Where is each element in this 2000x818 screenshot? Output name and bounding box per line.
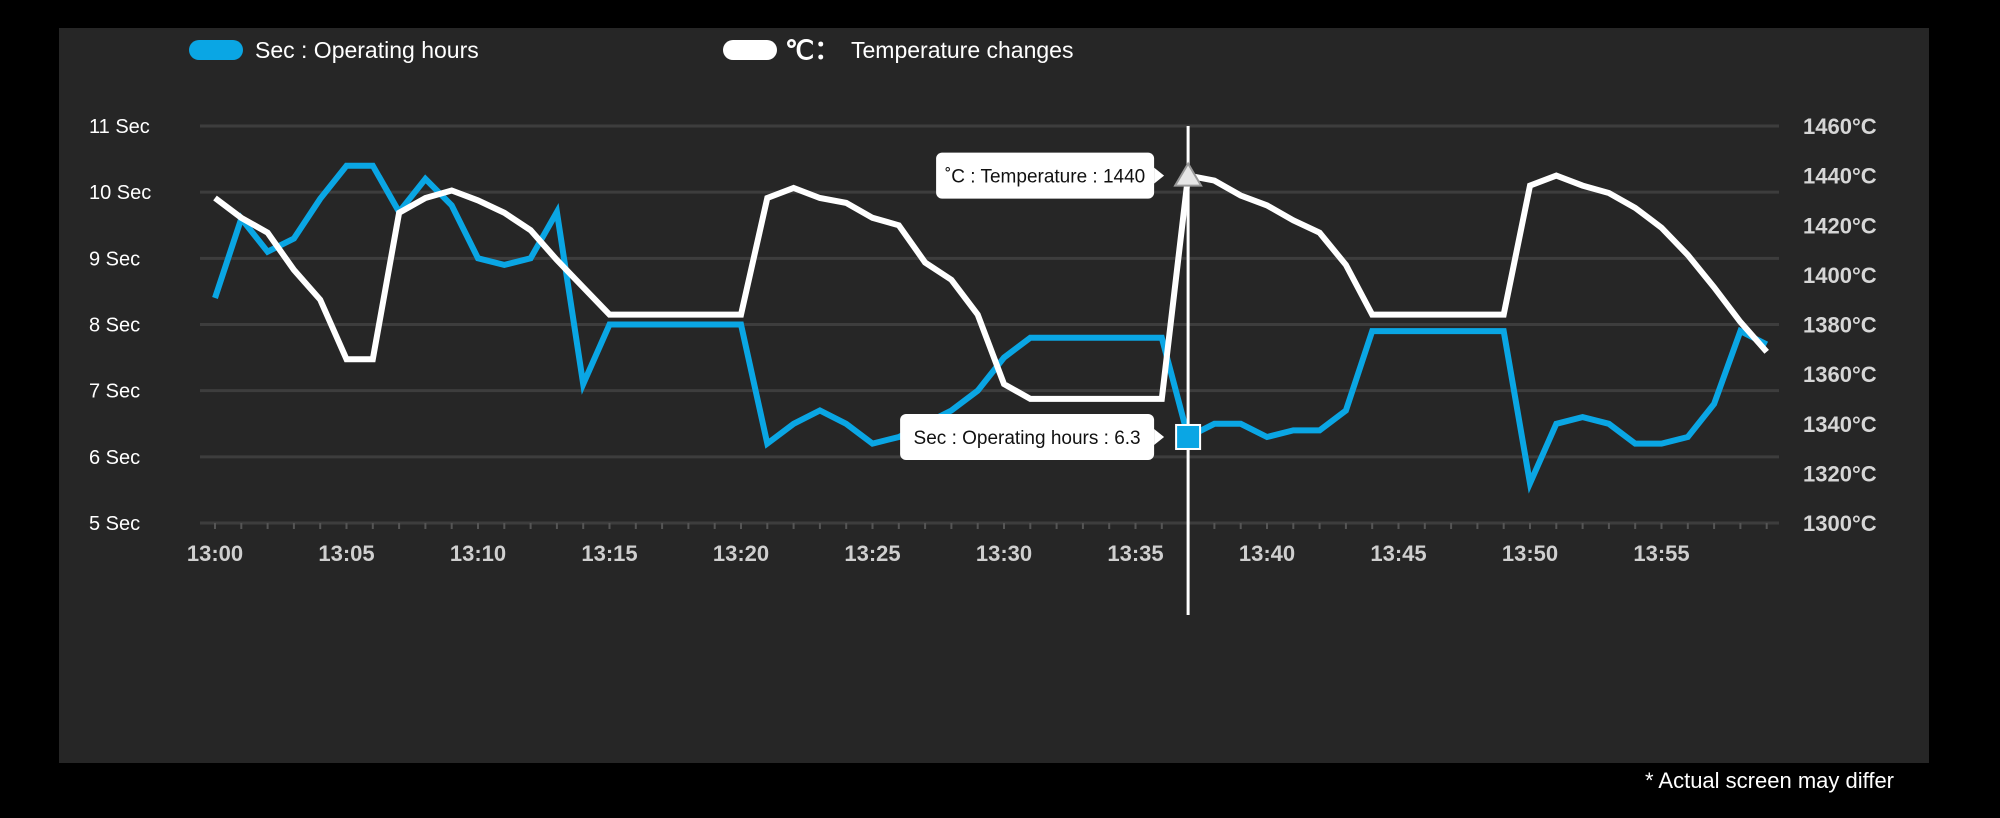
y-left-tick-label: 10 Sec xyxy=(89,182,151,204)
x-tick-label: 13:55 xyxy=(1633,541,1689,566)
y-right-tick-label: 1300°C xyxy=(1803,511,1877,536)
hover-tooltip[interactable]: ˚C : Temperature : 1440 Sec : Operating h… xyxy=(900,126,1203,615)
tooltip-arrow-temperature xyxy=(1154,167,1165,184)
footnote: * Actual screen may differ xyxy=(1644,768,1894,793)
y-left-tick-label: 6 Sec xyxy=(89,447,140,469)
x-tick-label: 13:40 xyxy=(1239,541,1295,566)
legend-swatch-temperature xyxy=(723,40,777,60)
tooltip-arrow-operating xyxy=(1154,428,1165,445)
series-layer xyxy=(212,162,1769,494)
x-tick-label: 13:20 xyxy=(713,541,769,566)
x-tick-label: 13:35 xyxy=(1107,541,1163,566)
x-tick-label: 13:05 xyxy=(318,541,374,566)
y-right-tick-label: 1340°C xyxy=(1803,412,1877,437)
temperature-line xyxy=(213,172,1769,402)
x-tick-label: 13:25 xyxy=(844,541,900,566)
legend-prefix-temperature: ℃： xyxy=(785,35,840,65)
legend-label-temperature: Temperature changes xyxy=(851,37,1073,63)
y-left-tick-label: 8 Sec xyxy=(89,315,140,337)
x-tick-label: 13:00 xyxy=(187,541,243,566)
temperature-marker xyxy=(1173,161,1203,187)
operating-marker xyxy=(1175,423,1202,450)
x-tick-label: 13:50 xyxy=(1502,541,1558,566)
x-tick-label: 13:15 xyxy=(581,541,637,566)
x-tick-label: 13:30 xyxy=(976,541,1032,566)
axis-layer: 5 Sec 6 Sec 7 Sec 8 Sec 9 Sec 10 Sec 11 Sec 130… xyxy=(89,114,1877,566)
y-left-tick-label: 9 Sec xyxy=(89,248,140,270)
legend-label-operating: Sec : Operating hours xyxy=(255,37,479,63)
y-left-tick-label: 5 Sec xyxy=(89,513,140,535)
tooltip-text-temperature: ˚C : Temperature : 1440 xyxy=(945,167,1145,188)
line-chart: 5 Sec 6 Sec 7 Sec 8 Sec 9 Sec 10 Sec 11 Sec 130… xyxy=(89,35,1877,615)
y-right-tick-label: 1360°C xyxy=(1803,362,1877,387)
tooltip-box-temperature xyxy=(936,152,1155,199)
tooltip-text-operating: Sec : Operating hours : 6.3 xyxy=(914,428,1141,449)
y-left-tick-label: 11 Sec xyxy=(89,116,150,138)
y-right-tick-label: 1400°C xyxy=(1803,263,1877,288)
operating-hours-line xyxy=(212,162,1769,494)
y-right-tick-label: 1380°C xyxy=(1803,313,1877,338)
y-right-tick-label: 1320°C xyxy=(1803,461,1877,486)
legend: Sec : Operating hours ℃： Temperature chang… xyxy=(189,35,1073,65)
y-right-tick-label: 1420°C xyxy=(1803,213,1877,238)
tooltip-box-operating xyxy=(900,413,1155,460)
y-left-tick-label: 7 Sec xyxy=(89,381,140,403)
legend-swatch-operating xyxy=(189,40,243,60)
y-right-tick-label: 1440°C xyxy=(1803,164,1877,189)
chart-panel: 5 Sec 6 Sec 7 Sec 8 Sec 9 Sec 10 Sec 11 Sec 130… xyxy=(59,28,1929,763)
x-tick-label: 13:10 xyxy=(450,541,506,566)
y-right-tick-label: 1460°C xyxy=(1803,114,1877,139)
x-tick-label: 13:45 xyxy=(1370,541,1426,566)
